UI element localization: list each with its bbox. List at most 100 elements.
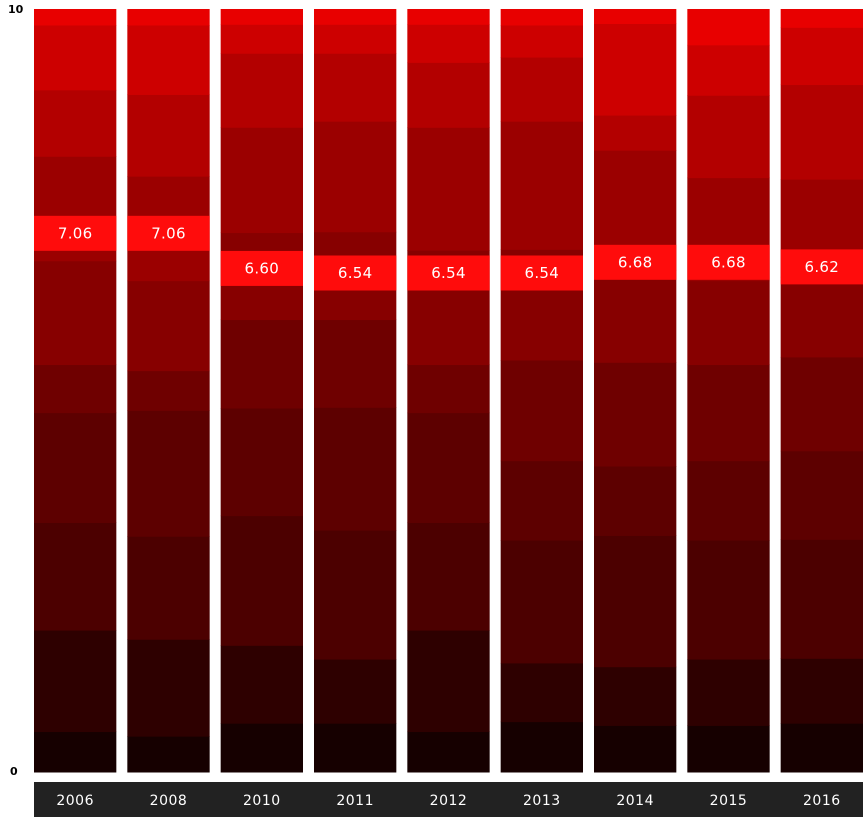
bar-segment-2008-2	[127, 639, 210, 737]
bar-segment-2016-8	[780, 84, 863, 180]
bar-segment-2006-4	[34, 412, 117, 523]
bar-segment-2010-5	[220, 319, 303, 409]
bar-segment-2015-2	[687, 659, 770, 726]
bar-segment-2013-8	[500, 57, 583, 122]
bar-segment-2006-1	[34, 731, 117, 773]
bar-segment-2014-8	[594, 115, 677, 151]
value-box-2008	[127, 215, 210, 251]
bar-segment-2016-5	[780, 356, 863, 452]
bar-segment-2013-10	[500, 9, 583, 26]
bar-segment-2010-2	[220, 645, 303, 724]
value-box-2014	[594, 244, 677, 280]
value-box-2006	[34, 215, 117, 251]
bar-segment-2016-6	[780, 276, 863, 358]
value-label-2012: 6.54	[431, 264, 466, 282]
bar-segment-2016-2	[780, 658, 863, 724]
bar-segment-2015-8	[687, 95, 770, 179]
value-labels-group: 7.06 7.06 6.60 6.54 6.54 6.54 6.68 6.68 6.62	[34, 215, 863, 291]
bar-segment-2010-7	[220, 127, 303, 234]
bar-segment-2010-3	[220, 515, 303, 646]
bar-segment-2011-2	[314, 659, 397, 724]
value-label-2015: 6.68	[711, 253, 746, 271]
bar-segment-2015-5	[687, 364, 770, 462]
value-box-2012	[407, 255, 490, 291]
bar-segment-2014-5	[594, 362, 677, 467]
value-label-2016: 6.62	[805, 258, 840, 276]
bar-segment-2010-1	[220, 723, 303, 773]
value-label-2014: 6.68	[618, 253, 653, 271]
value-label-2013: 6.54	[525, 264, 560, 282]
value-label-2006: 7.06	[58, 224, 93, 242]
category-label-2016: 2016	[803, 793, 841, 809]
bar-segment-2014-9	[594, 23, 677, 116]
bar-segment-2006-5	[34, 364, 117, 414]
category-label-2008: 2008	[150, 793, 188, 809]
bar-segment-2014-3	[594, 535, 677, 668]
value-box-2013	[500, 255, 583, 291]
bar-segment-2008-5	[127, 370, 210, 411]
bar-segment-2015-4	[687, 460, 770, 541]
bar-segment-2011-4	[314, 407, 397, 531]
bar-segment-2013-9	[500, 25, 583, 58]
bar-segment-2008-6	[127, 280, 210, 372]
bar-segment-2015-1	[687, 725, 770, 773]
bars-group	[34, 9, 863, 773]
bar-segment-2013-5	[500, 359, 583, 462]
bar-segment-2013-4	[500, 460, 583, 541]
bar-segment-2008-8	[127, 94, 210, 177]
y-axis-min-label: 0	[10, 765, 18, 778]
value-box-2011	[314, 255, 397, 291]
bar-segment-2013-7	[500, 121, 583, 250]
bar-segment-2015-6	[687, 280, 770, 366]
bar-segment-2014-4	[594, 466, 677, 536]
bar-segment-2012-7	[407, 127, 490, 251]
category-label-2015: 2015	[710, 793, 748, 809]
bar-segment-2016-10	[780, 9, 863, 28]
bar-segment-2008-10	[127, 9, 210, 26]
bar-segment-2016-1	[780, 723, 863, 773]
bar-segment-2008-4	[127, 410, 210, 537]
category-label-2012: 2012	[430, 793, 468, 809]
bar-segment-2008-9	[127, 25, 210, 95]
bar-segment-2008-3	[127, 536, 210, 640]
value-label-2011: 6.54	[338, 264, 373, 282]
bar-segment-2012-5	[407, 364, 490, 414]
bar-segment-2013-2	[500, 662, 583, 723]
bar-segment-2010-10	[220, 9, 303, 25]
y-axis-max-label: 10	[8, 3, 24, 16]
bar-segment-2011-10	[314, 9, 397, 25]
bar-segment-2012-8	[407, 62, 490, 128]
category-label-2013: 2013	[523, 793, 561, 809]
bar-segment-2011-7	[314, 121, 397, 233]
bar-segment-2012-3	[407, 522, 490, 631]
bar-segment-2006-10	[34, 9, 117, 26]
category-labels-group: 2006 2008 2010 2011 2012 2013 2014 2015 2016	[56, 793, 840, 809]
bar-segment-2012-2	[407, 630, 490, 733]
bar-segment-2016-9	[780, 27, 863, 86]
bar-segment-2010-4	[220, 408, 303, 517]
bar-segment-2012-1	[407, 731, 490, 773]
category-label-2010: 2010	[243, 793, 281, 809]
bar-segment-2014-1	[594, 725, 677, 773]
bar-segment-2010-9	[220, 24, 303, 54]
bar-segment-2006-8	[34, 89, 117, 157]
category-label-2014: 2014	[616, 793, 654, 809]
bar-segment-2011-3	[314, 530, 397, 660]
bar-segment-2008-1	[127, 736, 210, 773]
bar-segment-2013-1	[500, 721, 583, 773]
bar-segment-2010-8	[220, 53, 303, 128]
category-axis-band	[34, 782, 863, 817]
bar-segment-2014-2	[594, 666, 677, 726]
bar-segment-2012-9	[407, 24, 490, 63]
bar-segment-2006-2	[34, 630, 117, 733]
value-label-2010: 6.60	[245, 259, 280, 277]
bar-segment-2015-10	[687, 9, 770, 46]
bar-segment-2012-10	[407, 9, 490, 25]
value-box-2016	[780, 249, 863, 285]
bar-segment-2013-3	[500, 540, 583, 664]
bar-segment-2006-3	[34, 522, 117, 631]
value-box-2010	[220, 250, 303, 286]
bar-segment-2011-9	[314, 24, 397, 54]
bar-segment-2011-8	[314, 53, 397, 122]
